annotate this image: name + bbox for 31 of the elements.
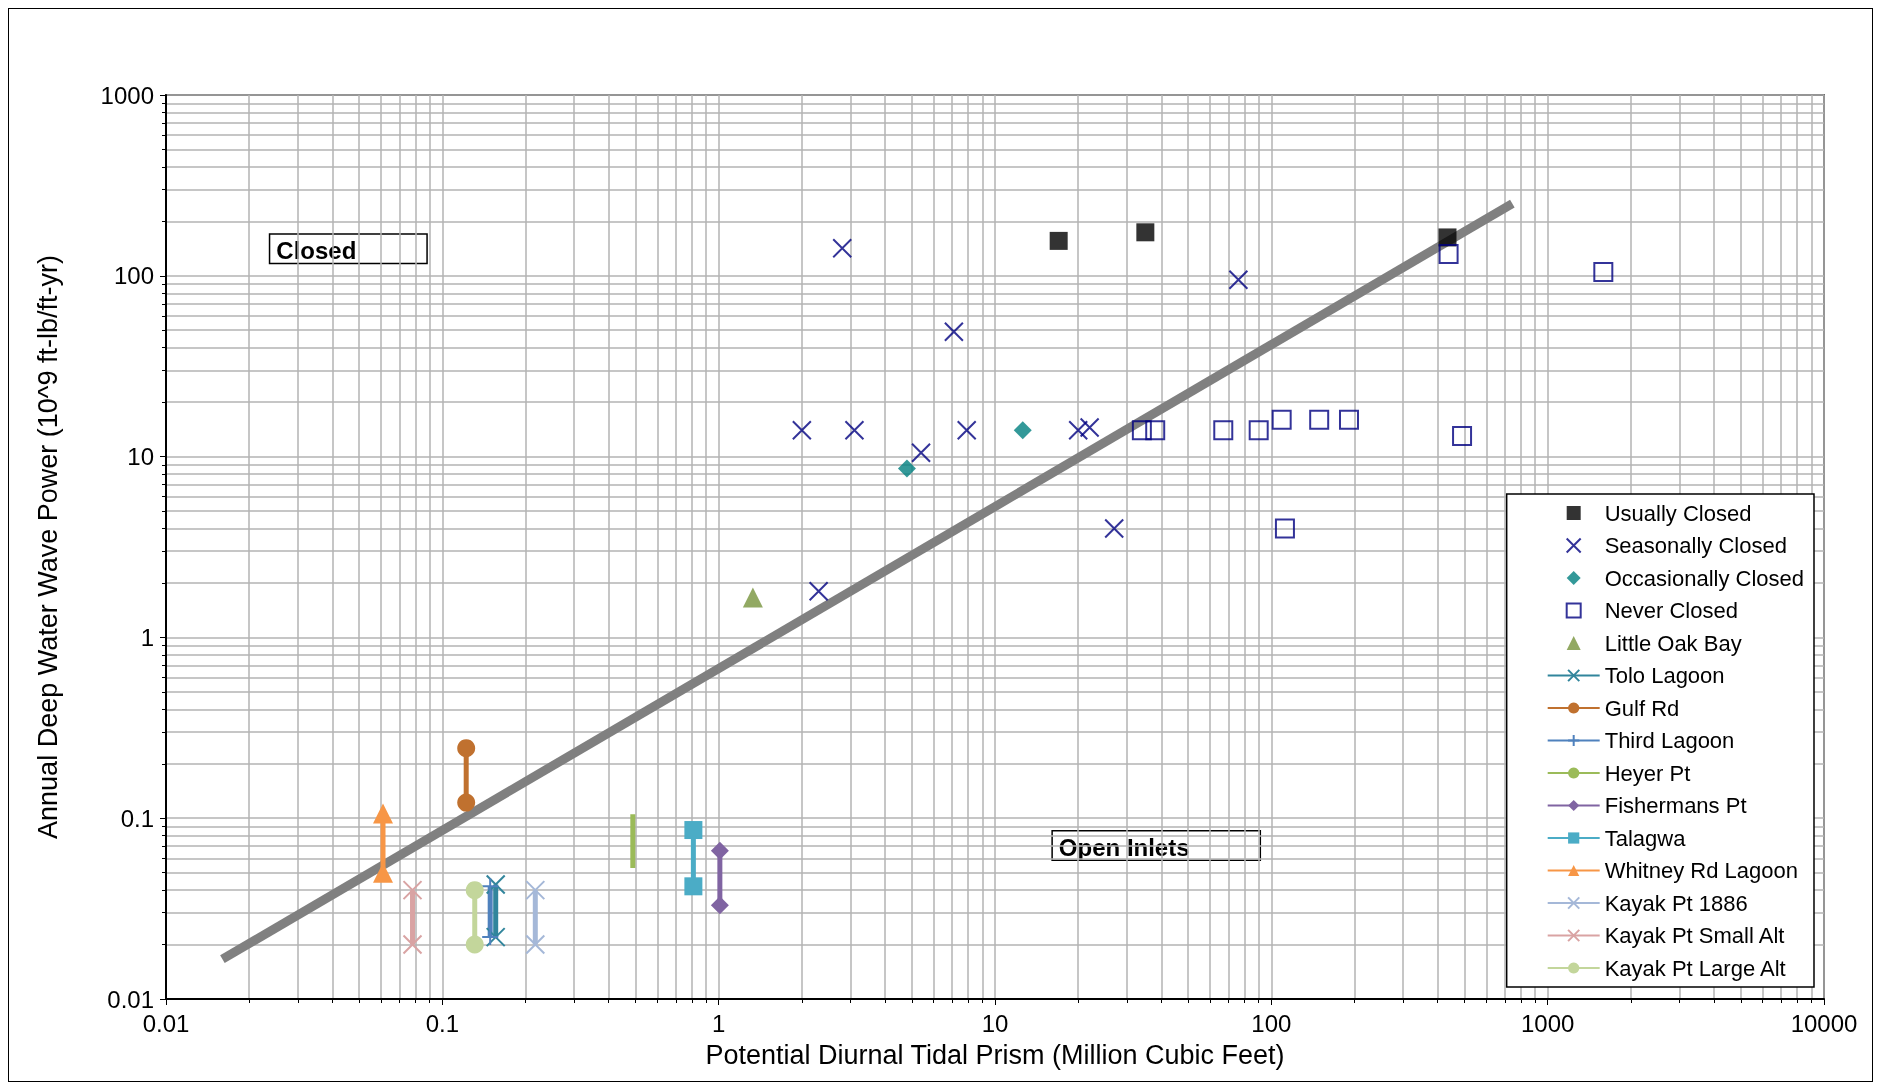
y-tick-label: 10 xyxy=(127,443,154,471)
annotation: Closed xyxy=(276,237,357,265)
x-axis-title: Potential Diurnal Tidal Prism (Million Cubic Feet) xyxy=(705,1039,1285,1070)
legend-label: Kayak Pt Large Alt xyxy=(1604,955,1786,981)
y-tick-label: 1 xyxy=(140,623,154,651)
legend-label: Gulf Rd xyxy=(1604,695,1680,721)
legend-label: Little Oak Bay xyxy=(1604,630,1742,656)
x-tick-label: 100 xyxy=(1251,1009,1292,1037)
y-tick-label: 0.1 xyxy=(120,804,154,832)
y-tick-label: 100 xyxy=(113,262,154,290)
legend-label: Kayak Pt Small Alt xyxy=(1604,923,1785,948)
x-tick-label: 10 xyxy=(981,1009,1009,1037)
x-tick-label: 10000 xyxy=(1790,1009,1858,1037)
y-tick-label: 1000 xyxy=(100,81,154,109)
annotation: Open Inlets xyxy=(1058,833,1190,861)
legend-label: Third Lagoon xyxy=(1604,728,1735,753)
legend-label: Occasionally Closed xyxy=(1604,565,1804,591)
x-tick-label: 1000 xyxy=(1520,1009,1575,1037)
legend-label: Usually Closed xyxy=(1604,500,1752,526)
legend-label: Whitney Rd Lagoon xyxy=(1604,858,1798,883)
y-axis-title: Annual Deep Water Wave Power (10^9 ft-lb/ft-yr) xyxy=(32,255,63,839)
legend-label: Talagwa xyxy=(1604,825,1687,851)
legend-label: Never Closed xyxy=(1604,598,1738,623)
y-tick-label: 0.01 xyxy=(107,985,154,1013)
legend-label: Tolo Lagoon xyxy=(1604,663,1725,688)
legend-label: Heyer Pt xyxy=(1604,760,1691,786)
legend-label: Fishermans Pt xyxy=(1604,793,1747,818)
legend-label: Seasonally Closed xyxy=(1604,533,1787,558)
x-tick-label: 1 xyxy=(711,1009,726,1037)
x-tick-label: 0.1 xyxy=(425,1009,460,1037)
legend-label: Kayak Pt 1886 xyxy=(1604,890,1748,916)
